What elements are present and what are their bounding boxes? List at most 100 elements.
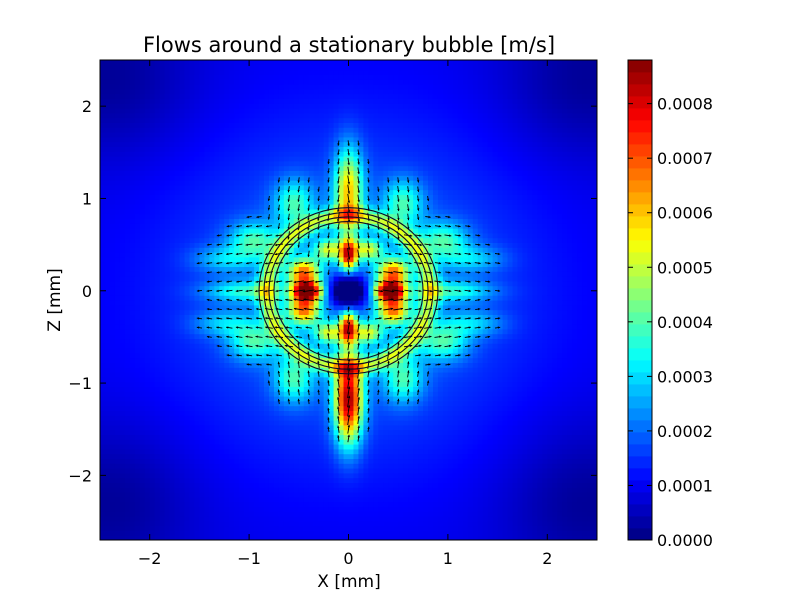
heatmap-cell	[129, 237, 136, 243]
heatmap-cell	[313, 381, 320, 387]
heatmap-cell	[184, 88, 191, 95]
heatmap-cell	[239, 362, 245, 368]
heatmap-cell	[204, 477, 210, 483]
heatmap-cell	[194, 184, 200, 191]
heatmap-cell	[273, 472, 280, 479]
heatmap-cell	[119, 314, 126, 320]
heatmap-cell	[109, 424, 116, 431]
heatmap-cell	[184, 213, 191, 219]
heatmap-cell	[179, 290, 186, 296]
heatmap-cell	[149, 108, 156, 114]
heatmap-cell	[244, 88, 250, 95]
heatmap-cell	[204, 136, 210, 143]
heatmap-cell	[194, 223, 200, 229]
heatmap-cell	[293, 242, 300, 248]
heatmap-cell	[308, 396, 315, 402]
heatmap-cell	[298, 213, 305, 219]
heatmap-cell	[144, 175, 151, 181]
heatmap-cell	[343, 338, 350, 344]
heatmap-cell	[283, 516, 290, 522]
heatmap-cell	[318, 448, 325, 455]
heatmap-cell	[343, 117, 350, 123]
heatmap-cell	[288, 165, 295, 171]
heatmap-cell	[328, 112, 335, 119]
heatmap-cell	[104, 396, 111, 402]
heatmap-cell	[288, 232, 295, 239]
heatmap-cell	[249, 271, 255, 277]
heatmap-cell	[293, 410, 300, 416]
heatmap-cell	[313, 525, 320, 531]
heatmap-cell	[124, 343, 131, 349]
heatmap-cell	[333, 496, 340, 503]
heatmap-cell	[214, 204, 220, 210]
heatmap-cell	[149, 338, 156, 344]
heatmap-cell	[288, 400, 295, 407]
heatmap-cell	[303, 141, 310, 147]
heatmap-cell	[239, 482, 245, 488]
heatmap-cell	[234, 160, 240, 167]
heatmap-cell	[308, 453, 315, 459]
heatmap-cell	[109, 338, 116, 344]
heatmap-cell	[174, 333, 181, 339]
heatmap-cell	[293, 290, 300, 296]
heatmap-cell	[139, 516, 146, 522]
heatmap-cell	[114, 496, 121, 503]
heatmap-cell	[244, 64, 250, 71]
heatmap-cell	[283, 319, 290, 325]
heatmap-cell	[254, 410, 260, 416]
heatmap-cell	[278, 242, 285, 248]
heatmap-cell	[323, 199, 330, 205]
heatmap-cell	[139, 333, 146, 339]
heatmap-cell	[293, 180, 300, 186]
heatmap-cell	[283, 463, 290, 469]
heatmap-cell	[328, 496, 335, 503]
heatmap-cell	[100, 511, 106, 517]
heatmap-cell	[219, 208, 225, 215]
heatmap-cell	[298, 415, 305, 421]
heatmap-cell	[129, 309, 136, 315]
heatmap-cell	[129, 328, 136, 335]
heatmap-cell	[278, 348, 285, 354]
heatmap-cell	[224, 501, 230, 507]
heatmap-cell	[199, 525, 205, 531]
heatmap-cell	[139, 127, 146, 133]
heatmap-cell	[129, 60, 136, 66]
heatmap-cell	[229, 204, 235, 210]
heatmap-cell	[129, 165, 136, 171]
heatmap-cell	[164, 535, 171, 540]
heatmap-cell	[264, 362, 270, 368]
heatmap-cell	[303, 424, 310, 431]
heatmap-cell	[189, 127, 196, 133]
heatmap-cell	[298, 276, 305, 282]
heatmap-cell	[204, 103, 210, 109]
heatmap-cell	[244, 525, 250, 531]
heatmap-cell	[264, 285, 270, 291]
heatmap-cell	[268, 117, 275, 123]
heatmap-cell	[343, 194, 350, 200]
heatmap-cell	[343, 381, 350, 387]
heatmap-cell	[204, 516, 210, 522]
heatmap-cell	[119, 516, 126, 522]
heatmap-cell	[278, 136, 285, 143]
heatmap-cell	[264, 429, 270, 435]
heatmap-cell	[293, 213, 300, 219]
heatmap-cell	[139, 290, 146, 296]
heatmap-cell	[189, 333, 196, 339]
heatmap-cell	[164, 405, 171, 411]
heatmap-cell	[149, 381, 156, 387]
heatmap-cell	[229, 530, 235, 536]
heatmap-cell	[273, 223, 280, 229]
heatmap-cell	[239, 477, 245, 483]
heatmap-cell	[343, 415, 350, 421]
heatmap-cell	[129, 372, 136, 378]
heatmap-cell	[204, 108, 210, 114]
heatmap-cell	[154, 468, 161, 474]
heatmap-cell	[278, 439, 285, 445]
heatmap-cell	[278, 525, 285, 531]
heatmap-cell	[293, 74, 300, 80]
heatmap-cell	[209, 156, 215, 162]
heatmap-cell	[224, 132, 230, 138]
heatmap-cell	[164, 343, 171, 349]
heatmap-cell	[139, 112, 146, 119]
heatmap-cell	[100, 122, 106, 128]
